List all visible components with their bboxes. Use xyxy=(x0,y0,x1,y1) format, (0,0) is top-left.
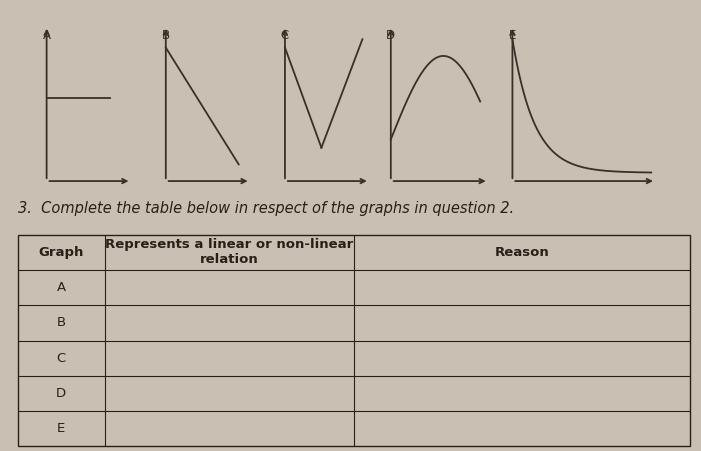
Text: A: A xyxy=(43,29,50,42)
Text: C: C xyxy=(57,352,66,365)
Text: Graph: Graph xyxy=(39,246,84,259)
Text: Represents a linear or non-linear
relation: Represents a linear or non-linear relati… xyxy=(105,238,353,266)
Text: D: D xyxy=(56,387,67,400)
Text: A: A xyxy=(57,281,66,294)
Text: E: E xyxy=(509,29,516,42)
Text: Reason: Reason xyxy=(495,246,550,259)
Text: C: C xyxy=(281,29,289,42)
Text: B: B xyxy=(57,316,66,329)
Text: E: E xyxy=(57,422,65,435)
Text: B: B xyxy=(162,29,170,42)
Text: D: D xyxy=(386,29,395,42)
Text: 3.  Complete the table below in respect of the graphs in question 2.: 3. Complete the table below in respect o… xyxy=(18,201,514,216)
